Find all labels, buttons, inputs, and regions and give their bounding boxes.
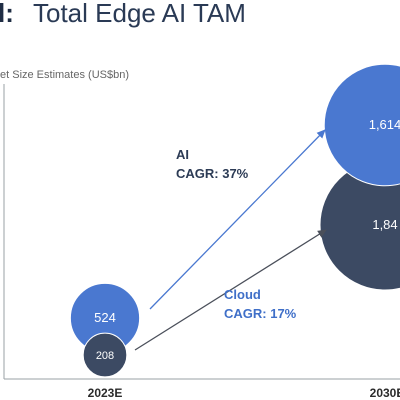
cloud-annotation-line-2: CAGR: 17%: [224, 306, 297, 321]
ai-value-label-2030e: 1,84: [372, 217, 397, 232]
x-tick-label-2023e: 2023E: [88, 386, 123, 400]
cloud-annotation-line-1: Cloud: [224, 287, 261, 302]
cloud-bubble-2030e: [323, 63, 400, 187]
ai-value-label-2023e: 208: [96, 350, 114, 362]
x-tick-label-2030e: 2030E: [370, 386, 400, 400]
cloud-growth-arrow: [149, 129, 326, 310]
ai-annotation-line-1: AI: [176, 147, 189, 162]
y-axis-title: et Size Estimates (US$bn): [0, 69, 129, 81]
cloud-value-label-2030e: 1,614: [369, 117, 400, 132]
ai-growth-arrow: [134, 229, 327, 351]
page-title: Total Edge AI TAM: [33, 0, 246, 28]
title-row: l: Total Edge AI TAM: [0, 0, 400, 40]
ai-annotation-line-2: CAGR: 37%: [176, 166, 249, 181]
title-prefix: l:: [0, 0, 14, 28]
cloud-value-label-2023e: 524: [94, 310, 116, 325]
ai-bubble-2023e: [82, 332, 128, 378]
